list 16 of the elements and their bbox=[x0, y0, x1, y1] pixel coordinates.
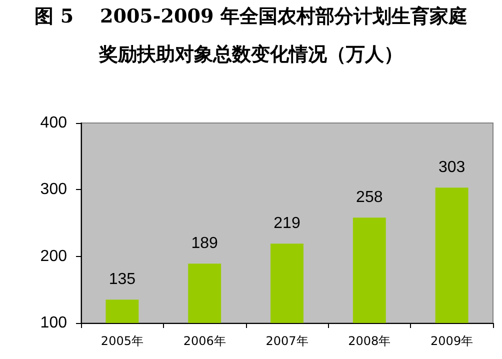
y-tick-label: 400 bbox=[40, 114, 68, 132]
x-tick-label: 2006年 bbox=[183, 334, 226, 348]
chart-title: 图 5 2005-2009 年全国农村部分计划生育家庭 bbox=[34, 6, 468, 28]
data-label: 219 bbox=[274, 215, 300, 232]
data-label: 135 bbox=[108, 271, 136, 288]
y-tick-label: 200 bbox=[40, 248, 68, 265]
y-tick-label: 300 bbox=[40, 181, 68, 198]
x-tick-label: 2007年 bbox=[266, 334, 308, 348]
x-tick-label: 2005年 bbox=[100, 334, 144, 348]
data-label: 258 bbox=[356, 189, 383, 206]
x-tick-label: 2008年 bbox=[348, 334, 391, 348]
x-tick-label: 2009年 bbox=[430, 334, 474, 348]
data-label: 303 bbox=[438, 159, 466, 176]
y-tick-label: 100 bbox=[40, 314, 68, 332]
data-label: 189 bbox=[191, 235, 218, 252]
chart-subtitle: 奖励扶助对象总数变化情况（万人） bbox=[98, 44, 403, 66]
